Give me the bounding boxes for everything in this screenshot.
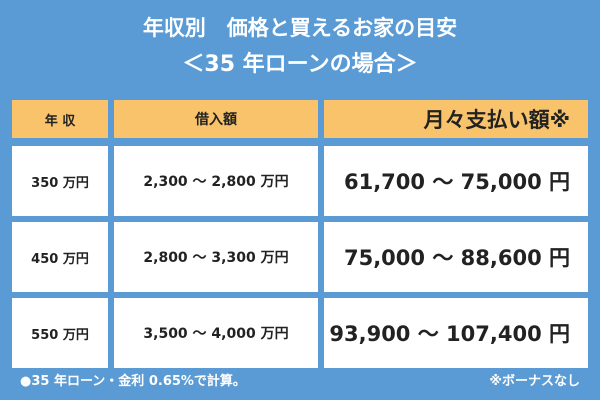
column-header: 月々支払い額※ bbox=[324, 100, 588, 138]
table-cell: 450 万円 bbox=[12, 222, 108, 292]
footnote: ●35 年ローン・金利 0.65%で計算。 bbox=[20, 374, 246, 389]
subtitle: ＜35 年ローンの場合＞ bbox=[182, 52, 418, 77]
table-cell: 550 万円 bbox=[12, 298, 108, 368]
column-header: 年 収 bbox=[12, 100, 108, 138]
remark: ※ボーナスなし bbox=[489, 374, 580, 389]
table-cell: 93,900 ～ 107,400 円 bbox=[324, 298, 588, 368]
table-cell: 61,700 ～ 75,000 円 bbox=[324, 146, 588, 216]
table-cell: 75,000 ～ 88,600 円 bbox=[324, 222, 588, 292]
column-header: 借入額 bbox=[114, 100, 318, 138]
table-cell: 2,300 ～ 2,800 万円 bbox=[114, 146, 318, 216]
table-cell: 2,800 ～ 3,300 万円 bbox=[114, 222, 318, 292]
title: 年収別 価格と買えるお家の目安 bbox=[142, 16, 458, 40]
table-cell: 3,500 ～ 4,000 万円 bbox=[114, 298, 318, 368]
table-cell: 350 万円 bbox=[12, 146, 108, 216]
